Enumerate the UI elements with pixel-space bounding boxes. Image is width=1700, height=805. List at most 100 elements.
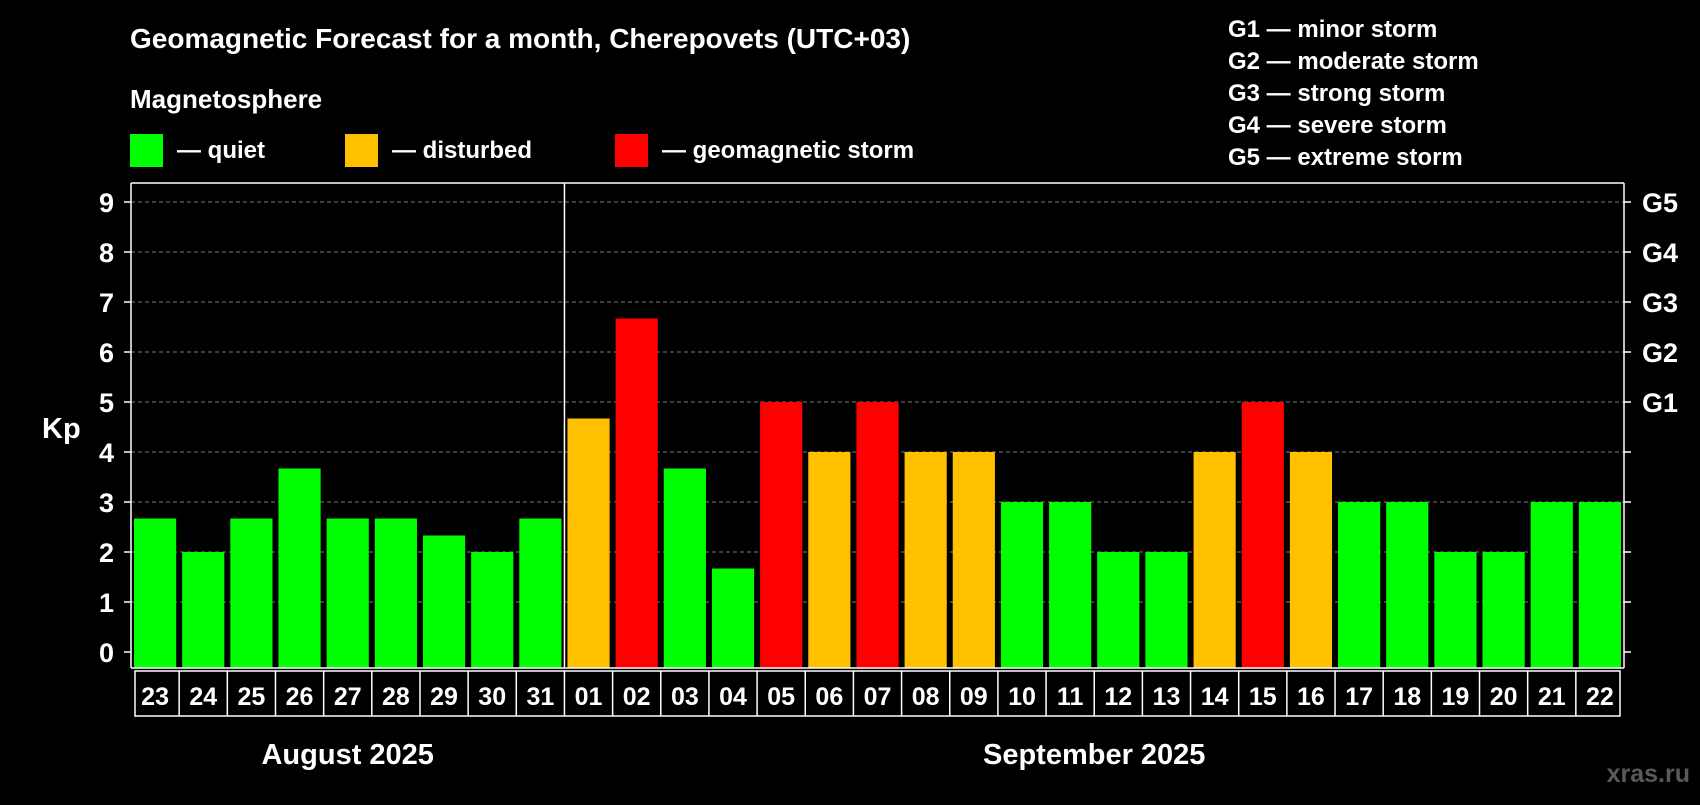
month-labels: August 2025 September 2025 — [261, 739, 1205, 771]
x-tick-label: 20 — [1490, 683, 1518, 711]
x-tick-label: 05 — [767, 683, 795, 711]
bar-03 — [663, 468, 706, 668]
y-tick-label: 7 — [99, 288, 114, 318]
x-tick-label: 11 — [1057, 683, 1084, 711]
x-tick-label: 18 — [1393, 683, 1421, 711]
bar-11 — [1049, 502, 1092, 668]
y-tick-label: 3 — [99, 488, 114, 518]
x-tick-label: 29 — [430, 683, 458, 711]
legend-label-disturbed: — disturbed — [392, 137, 532, 164]
bar-30 — [471, 552, 514, 668]
y-tick-label: 4 — [99, 438, 114, 468]
x-tick-label: 02 — [623, 683, 651, 711]
y-tick-labels: 0 1 2 3 4 5 6 7 8 9 — [99, 188, 114, 668]
x-tick-label: 28 — [382, 683, 410, 711]
right-axis-labels: G1 G2 G3 G4 G5 — [1642, 188, 1678, 418]
bar-17 — [1338, 502, 1381, 668]
x-tick-label: 03 — [671, 683, 699, 711]
legend-swatch-disturbed — [345, 134, 378, 167]
bar-10 — [1000, 502, 1044, 668]
y-tick-label: 1 — [99, 588, 114, 618]
y-axis-label: Kp — [42, 413, 81, 445]
storm-scale-item: G2 — moderate storm — [1228, 48, 1479, 75]
bar-18 — [1386, 502, 1429, 668]
right-axis-label-g2: G2 — [1642, 338, 1678, 368]
x-tick-label: 19 — [1442, 683, 1470, 711]
bars — [134, 318, 1621, 668]
bar-28 — [374, 518, 417, 668]
x-tick-label: 25 — [237, 683, 265, 711]
y-tick-label: 8 — [99, 238, 114, 268]
x-tick-label: 26 — [286, 683, 314, 711]
right-axis-label-g5: G5 — [1642, 188, 1678, 218]
right-axis-label-g4: G4 — [1642, 238, 1678, 268]
x-tick-box — [134, 670, 1621, 717]
bar-14 — [1193, 452, 1236, 668]
axes — [124, 182, 1631, 669]
bar-26 — [278, 468, 321, 668]
y-tick-label: 0 — [99, 638, 114, 668]
x-tick-label: 06 — [815, 683, 843, 711]
bar-27 — [326, 518, 369, 668]
bar-22 — [1578, 502, 1621, 668]
x-tick-label: 22 — [1586, 683, 1614, 711]
legend-swatch-quiet — [130, 134, 163, 167]
x-tick-label: 15 — [1249, 683, 1277, 711]
y-tick-label: 5 — [99, 388, 114, 418]
x-tick-label: 12 — [1104, 683, 1132, 711]
storm-scale-item: G5 — extreme storm — [1228, 144, 1463, 171]
x-tick-label: 17 — [1345, 683, 1373, 711]
y-tick-label: 2 — [99, 538, 114, 568]
x-tick-label: 13 — [1153, 683, 1181, 711]
x-tick-label: 07 — [864, 683, 892, 711]
y-tick-label: 6 — [99, 338, 114, 368]
bar-15 — [1241, 402, 1284, 668]
bar-12 — [1097, 552, 1140, 668]
bar-16 — [1289, 452, 1333, 668]
x-tick-label: 09 — [960, 683, 988, 711]
x-tick-label: 30 — [478, 683, 506, 711]
legend-label-storm: — geomagnetic storm — [662, 137, 914, 164]
x-tick-label: 23 — [141, 683, 169, 711]
right-axis-label-g1: G1 — [1642, 388, 1678, 418]
x-tick-label: 08 — [912, 683, 940, 711]
x-tick-label: 10 — [1008, 683, 1036, 711]
bar-31 — [519, 518, 562, 668]
legend-label-quiet: — quiet — [177, 137, 265, 164]
storm-scale-legend: G1 — minor storm G2 — moderate storm G3 — … — [1228, 16, 1479, 171]
x-tick-label: 24 — [189, 683, 217, 711]
month-label: August 2025 — [261, 739, 433, 771]
x-tick-label: 04 — [719, 683, 747, 711]
chart-title: Geomagnetic Forecast for a month, Cherep… — [130, 23, 910, 54]
bar-08 — [904, 452, 947, 668]
x-tick-cells: 23 24 25 26 27 28 29 30 31 01 02 03 04 05 06 07 08 09 10 11… — [134, 670, 1621, 717]
x-tick-label: 16 — [1297, 683, 1325, 711]
right-axis-label-g3: G3 — [1642, 288, 1678, 318]
x-tick-label: 21 — [1538, 683, 1566, 711]
bar-07 — [856, 402, 899, 668]
month-label: September 2025 — [983, 739, 1205, 771]
bar-06 — [808, 452, 851, 668]
y-tick-label: 9 — [99, 188, 114, 218]
bar-01 — [567, 418, 610, 668]
bar-20 — [1482, 552, 1525, 668]
bar-25 — [230, 518, 273, 668]
chart-subtitle: Magnetosphere — [130, 84, 322, 114]
x-tick-label: 01 — [575, 683, 603, 711]
bar-29 — [422, 535, 466, 668]
x-tick-label: 27 — [334, 683, 362, 711]
bar-21 — [1530, 502, 1573, 668]
bar-24 — [182, 552, 225, 668]
x-tick-label: 31 — [526, 683, 554, 711]
legend-swatch-storm — [615, 134, 648, 167]
legend: — quiet — disturbed — geomagnetic storm — [130, 134, 914, 167]
bar-02 — [615, 318, 658, 668]
x-tick-label: 14 — [1201, 683, 1229, 711]
storm-scale-item: G3 — strong storm — [1228, 80, 1445, 107]
bar-04 — [711, 568, 755, 668]
bar-05 — [760, 402, 803, 668]
storm-scale-item: G4 — severe storm — [1228, 112, 1447, 139]
storm-scale-item: G1 — minor storm — [1228, 16, 1437, 43]
